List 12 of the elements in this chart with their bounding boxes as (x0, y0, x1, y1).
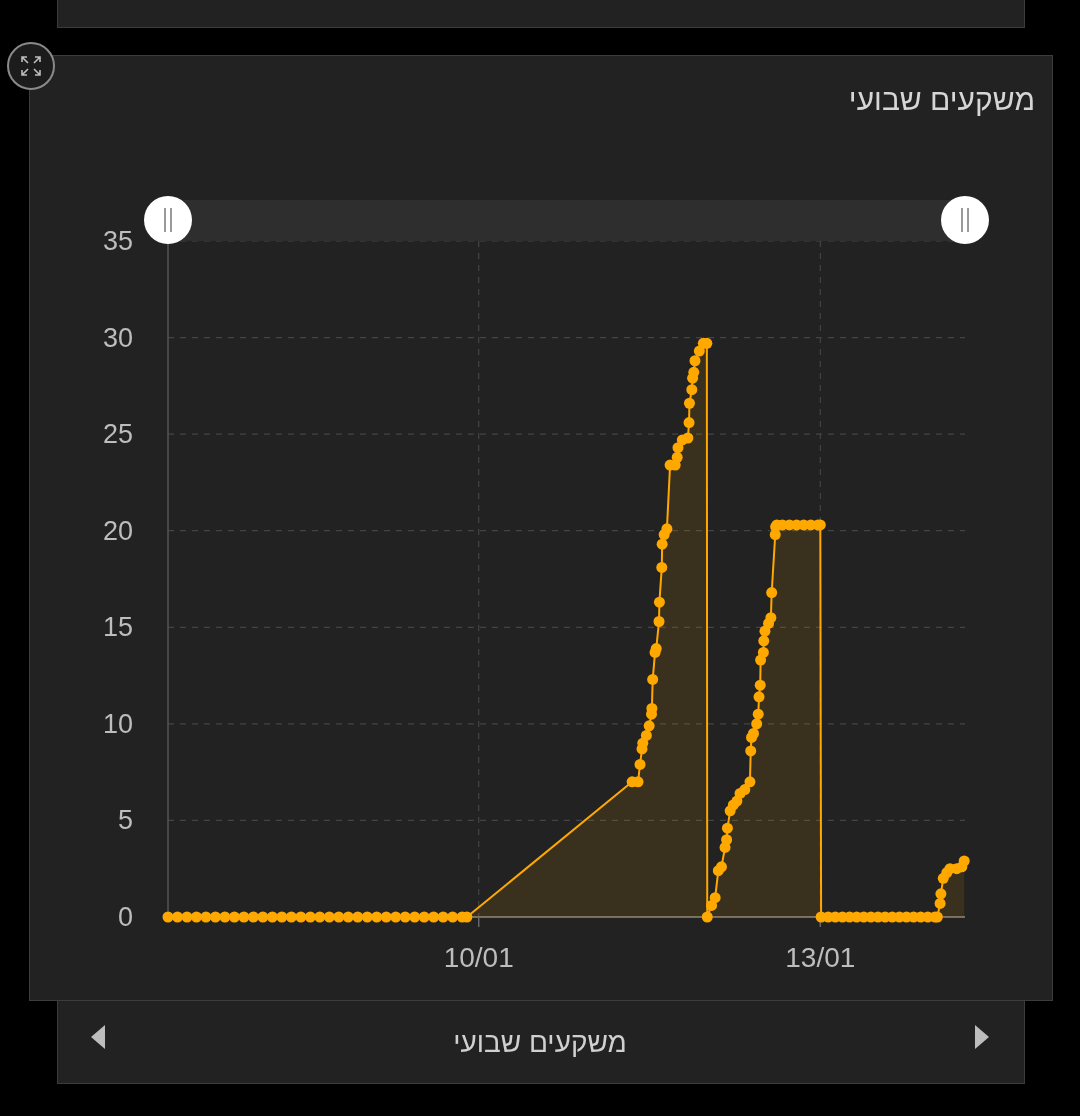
y-tick-label: 35 (102, 226, 133, 256)
y-tick-label: 0 (117, 902, 133, 932)
y-tick-label: 5 (117, 805, 133, 836)
chart-title: משקעים שבועי (848, 83, 1035, 116)
y-tick-label: 20 (102, 515, 133, 546)
y-tick-label: 15 (102, 612, 133, 643)
y-tick-label: 25 (102, 419, 133, 450)
x-tick-label: 10/01 (443, 941, 514, 973)
y-tick-label: 30 (102, 322, 133, 353)
text: משקעים שבועי (453, 1026, 627, 1058)
x-tick-label: 13/01 (785, 941, 856, 973)
y-tick-label: 10 (102, 708, 133, 739)
